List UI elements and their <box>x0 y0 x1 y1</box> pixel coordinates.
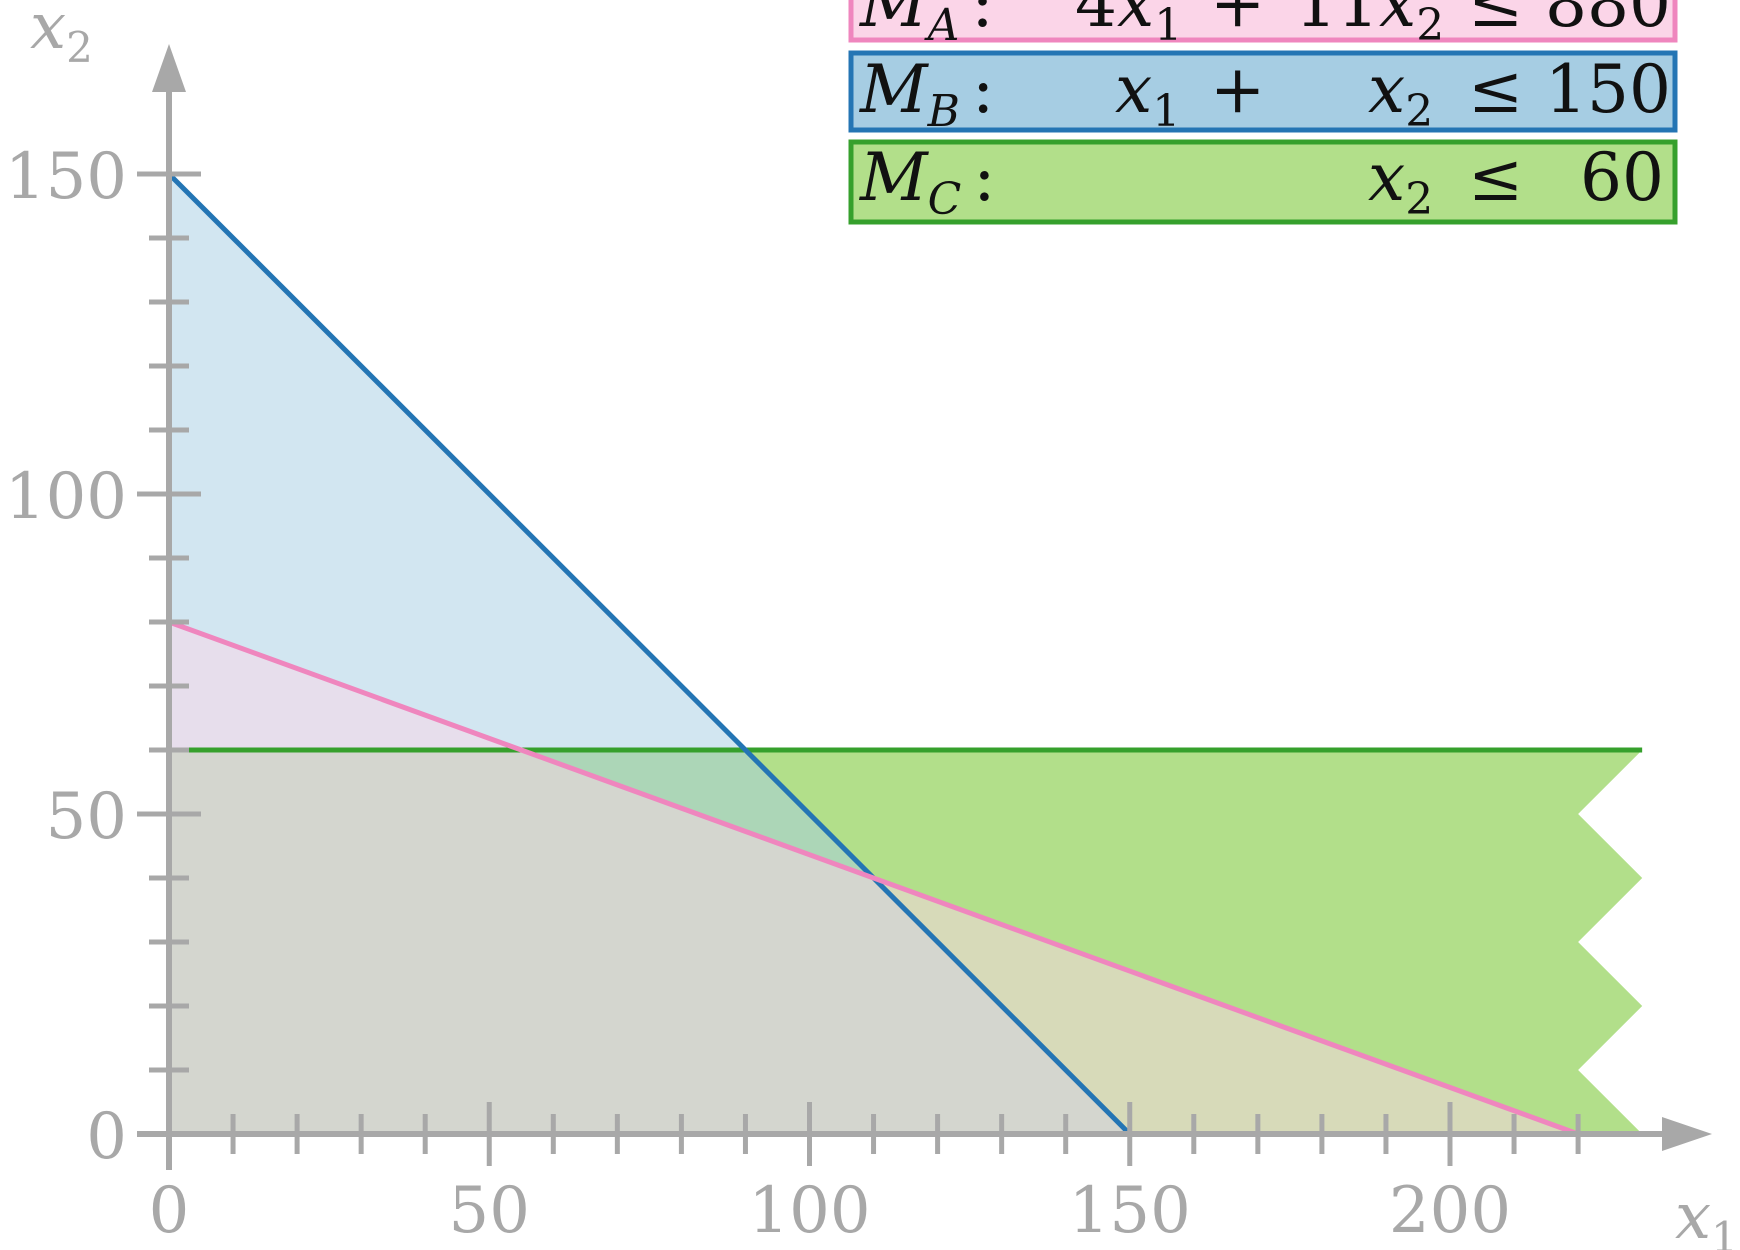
legend-ma-rhs: 880 <box>1545 0 1671 42</box>
legend-ma-m: M <box>859 0 929 42</box>
y-axis-label-sub: 2 <box>66 23 93 72</box>
legend-ma-v2: x <box>1379 0 1416 42</box>
legend-box-ma <box>848 0 1678 43</box>
x-tick-label: 200 <box>1389 1174 1511 1248</box>
legend-mc-v2: x <box>1368 139 1405 216</box>
legend-ma-c2: 11 <box>1295 0 1379 42</box>
legend-mb-m: M <box>859 51 929 128</box>
y-tick-label: 150 <box>5 140 127 214</box>
y-tick-label: 50 <box>46 780 127 854</box>
legend-mb-s2: 2 <box>1405 86 1433 137</box>
constraint-lines <box>167 172 1643 1137</box>
legend-mb-colon: : <box>972 51 994 128</box>
region-fills <box>169 174 1643 1134</box>
legend-ma-plus: + <box>1210 0 1265 42</box>
legend-ma-s1: 1 <box>1154 0 1182 51</box>
legend-mc-s2: 2 <box>1405 174 1433 225</box>
x-axis-arrow <box>1662 1117 1712 1151</box>
tick-labels: 0 50 100 150 200 0 50 100 150 <box>5 140 1511 1248</box>
legend-mc-colon: : <box>973 139 995 216</box>
y-axis-label: x2 <box>30 0 93 72</box>
x-axis-label-sub: 1 <box>1711 1213 1738 1250</box>
legend-entry-mc: MC: x2 ≤ 60 <box>848 139 1678 230</box>
legend-ma-c1: 4 <box>1075 0 1117 42</box>
legend-entry-ma: MA: 4x1 + 11x2 ≤ 880 <box>848 0 1678 56</box>
y-axis-arrow <box>152 44 186 92</box>
x-tick-label: 0 <box>149 1174 190 1248</box>
legend-mb-v2: x <box>1368 51 1405 128</box>
x-tick-label: 100 <box>748 1174 870 1248</box>
legend-mb-rhs: 150 <box>1545 51 1671 128</box>
y-tick-label: 0 <box>86 1100 127 1174</box>
svg-text:MA: 4x1 + 11: MA: 4x1 + 11x2 ≤ 880 <box>859 0 1671 56</box>
legend-ma-colon: : <box>971 0 993 42</box>
legend-ma-sub: A <box>924 0 960 51</box>
svg-text:MB: x1 + x2: MB: x1 + x2 ≤ 150 <box>859 51 1671 142</box>
legend-box-mc <box>848 139 1678 225</box>
legend-mc-rhs: 60 <box>1580 139 1664 216</box>
axes <box>137 44 1712 1170</box>
legend-entry-mb: MB: x1 + x2 ≤ 150 <box>848 50 1678 142</box>
legend-mb-leq: ≤ <box>1468 51 1523 128</box>
legend-mc-m: M <box>859 139 929 216</box>
line-ma <box>168 619 1579 1137</box>
legend-mb-sub: B <box>927 86 960 137</box>
legend-ma-leq: ≤ <box>1468 0 1523 42</box>
legend-mb-v1: x <box>1115 51 1152 128</box>
tick-marks <box>137 171 1581 1166</box>
y-tick-label: 100 <box>5 460 127 534</box>
legend-box-mb <box>848 50 1678 133</box>
legend-mc-leq: ≤ <box>1468 139 1523 216</box>
line-mb <box>167 172 1132 1136</box>
x-tick-label: 150 <box>1069 1174 1191 1248</box>
legend-mc-sub: C <box>928 174 962 225</box>
svg-text:MC: x2 ≤ 60: MC: x2 ≤ 60 <box>859 139 1664 230</box>
legend-ma-v1: x <box>1117 0 1154 42</box>
x-axis-label: x1 <box>1675 1180 1738 1250</box>
legend-mb-plus: + <box>1210 51 1265 128</box>
legend-mb-s1: 1 <box>1152 86 1180 137</box>
legend-ma-s2: 2 <box>1416 0 1444 51</box>
x-tick-label: 50 <box>449 1174 530 1248</box>
